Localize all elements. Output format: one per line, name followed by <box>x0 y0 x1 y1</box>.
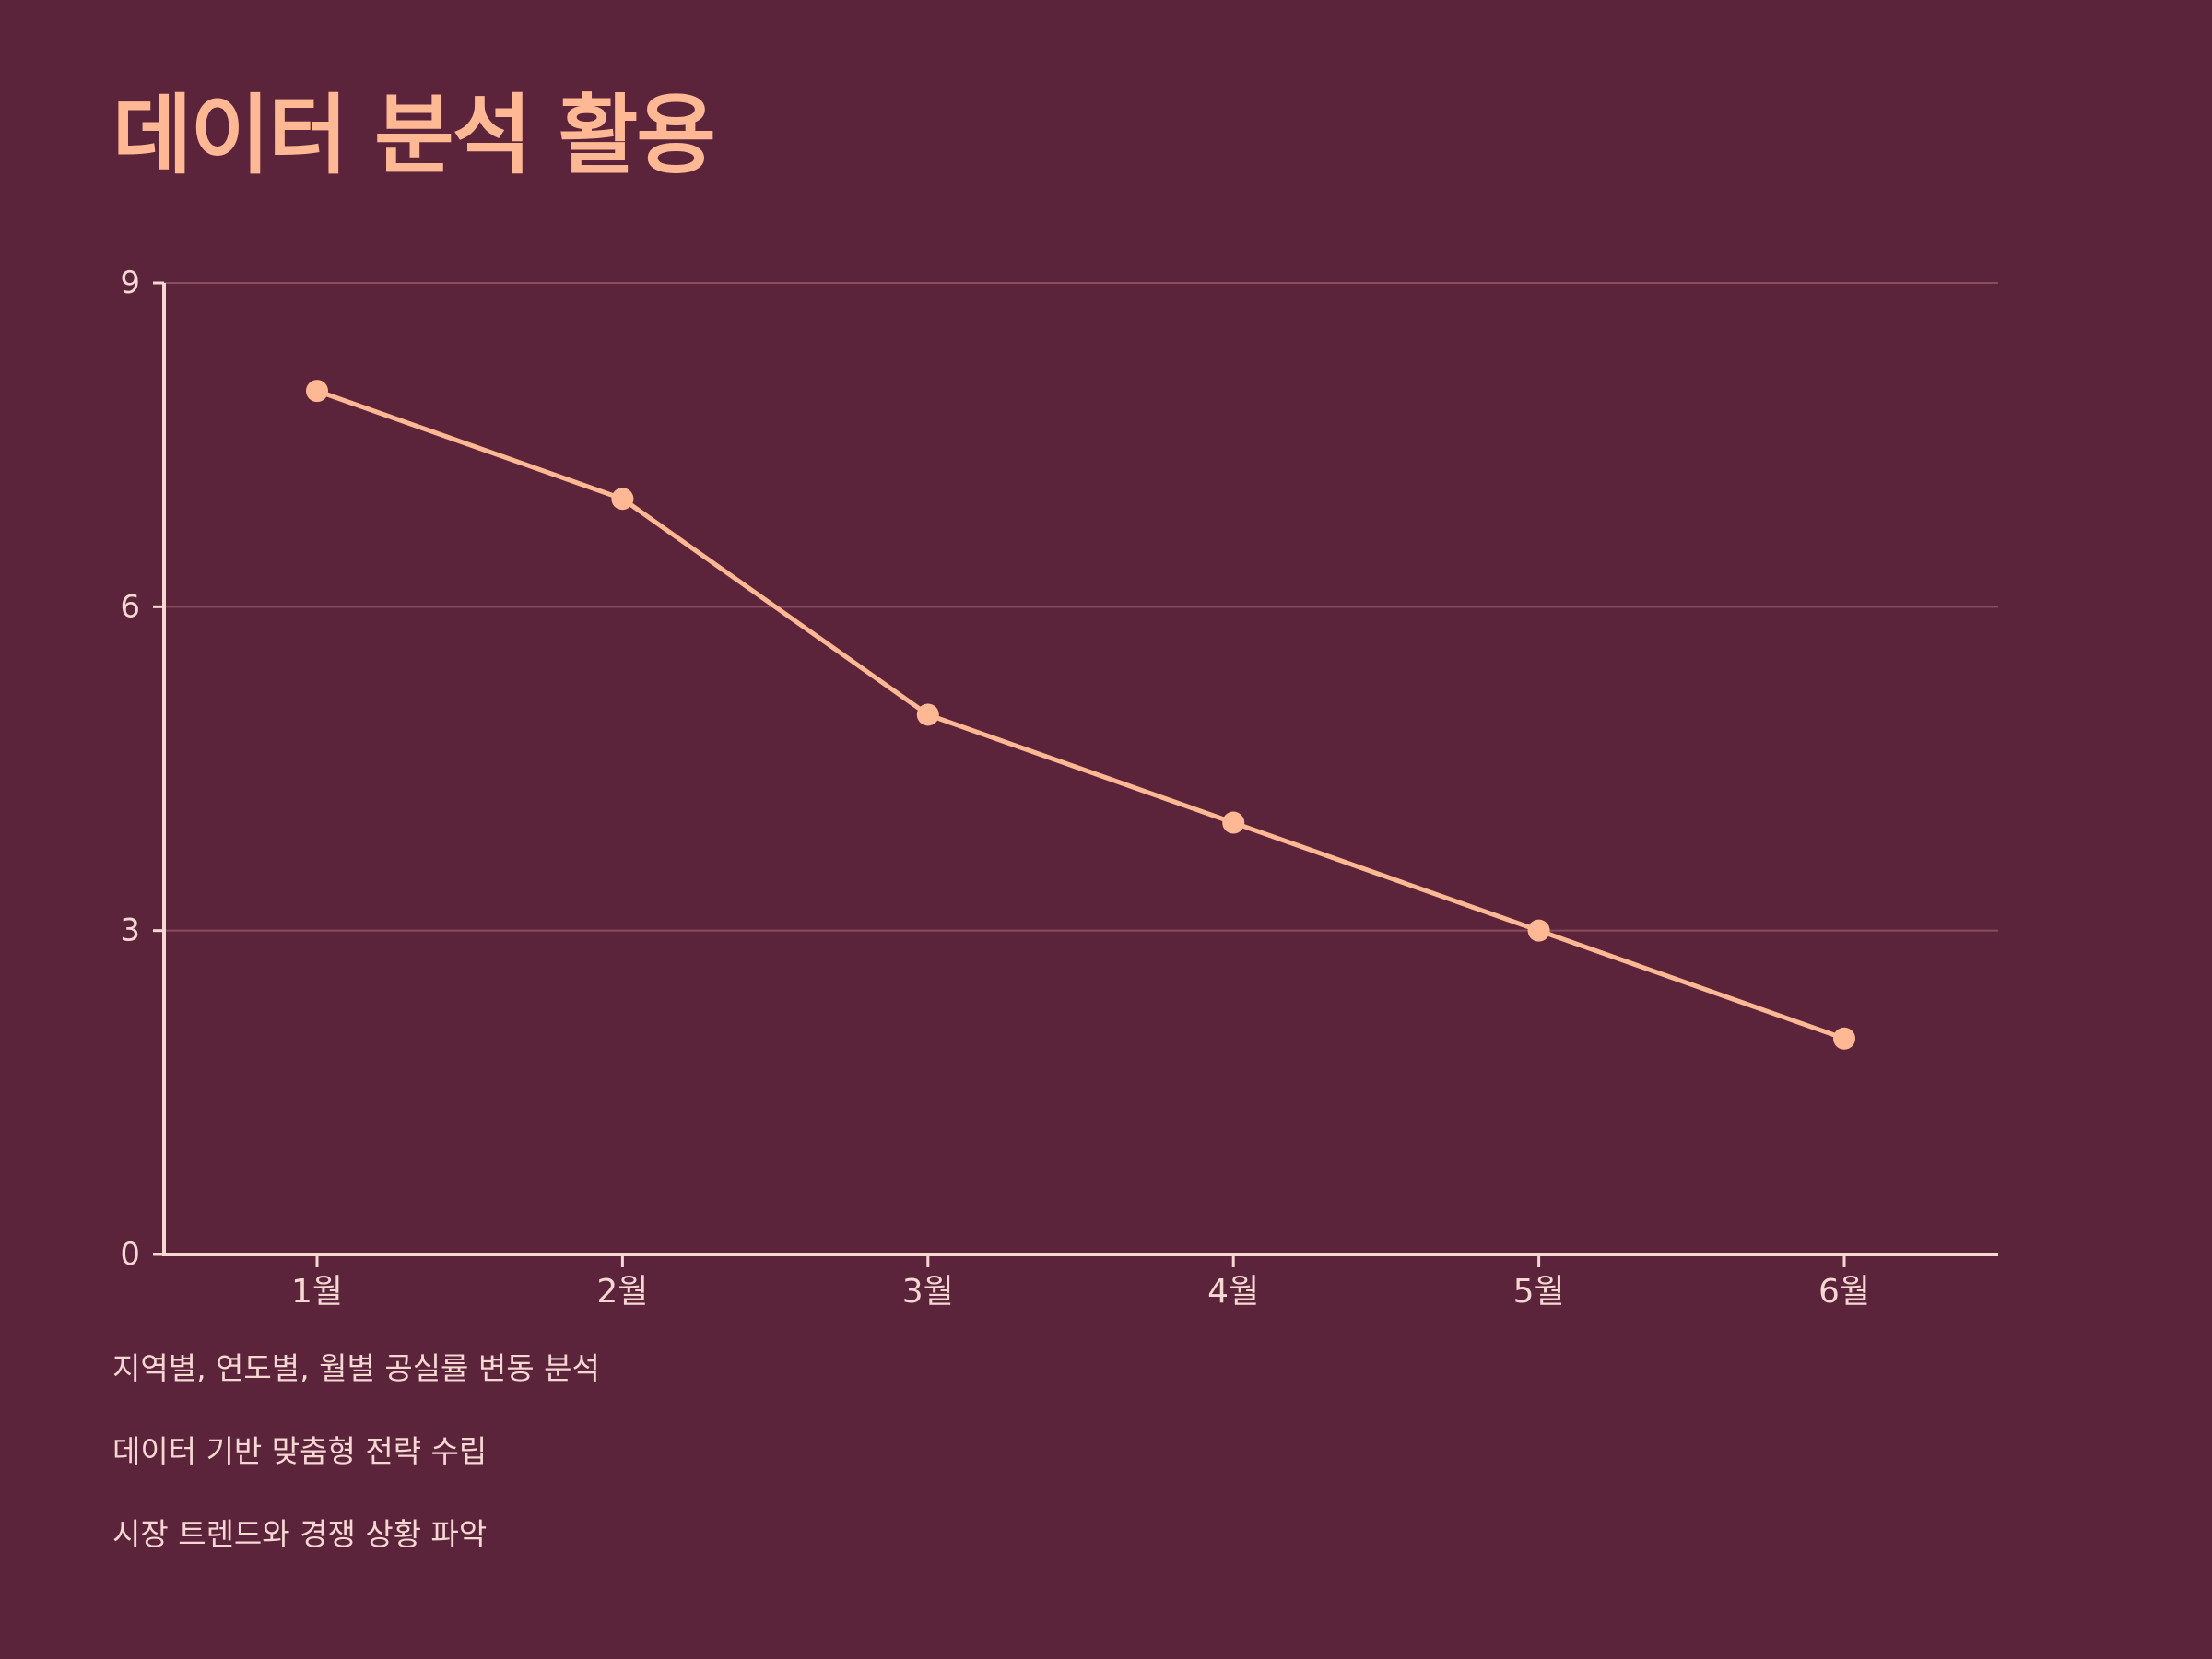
x-tick-label: 5월 <box>1513 1273 1565 1311</box>
bullet-item: 시장 트렌드와 경쟁 상황 파악 <box>112 1516 488 1552</box>
x-tick-label: 4월 <box>1207 1273 1259 1311</box>
y-tick-label: 3 <box>120 912 140 949</box>
data-point <box>306 380 328 403</box>
bullet-list: 지역별, 연도별, 월별 공실률 변동 분석 데이터 기반 맞춤형 전략 수립 … <box>112 1346 600 1594</box>
data-point <box>1527 919 1550 942</box>
y-tick-label: 6 <box>120 588 140 625</box>
y-axis-ticks: 0 3 6 9 <box>120 265 164 1273</box>
bullet-item: 지역별, 연도별, 월별 공실률 변동 분석 <box>112 1350 600 1386</box>
y-tick-label: 9 <box>120 265 140 301</box>
bullet-item: 데이터 기반 맞춤형 전략 수립 <box>112 1433 488 1469</box>
x-axis-ticks: 1월 2월 3월 4월 5월 6월 <box>291 1254 1870 1311</box>
data-point <box>916 703 939 726</box>
series-line <box>314 388 1847 1041</box>
axes <box>162 283 1998 1256</box>
x-tick-label: 2월 <box>596 1273 648 1311</box>
grid-lines <box>164 282 1998 932</box>
x-tick-label: 1월 <box>291 1273 343 1311</box>
data-point <box>1833 1027 1855 1050</box>
x-tick-label: 3월 <box>902 1273 954 1311</box>
series-group <box>306 380 1855 1050</box>
data-point <box>611 488 634 511</box>
data-point <box>1222 811 1245 834</box>
page-title: 데이터 분석 활용 <box>112 86 716 186</box>
y-tick-label: 0 <box>120 1236 140 1273</box>
x-tick-label: 6월 <box>1818 1273 1870 1311</box>
